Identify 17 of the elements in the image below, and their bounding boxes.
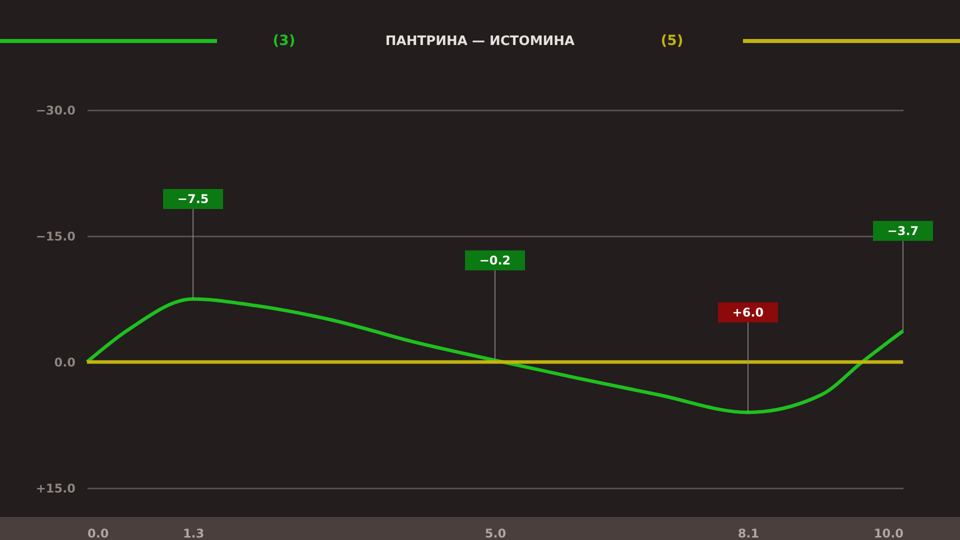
x-tick-label: 1.3 [182,526,204,540]
chart-title: ПАНТРИНА — ИСТОМИНА [385,34,575,49]
y-tick-label: −30.0 [36,104,76,118]
text: (5) [660,33,684,49]
text: (3) [272,33,296,49]
data-label: −3.7 [887,224,919,238]
data-label: −0.2 [479,253,511,268]
x-tick-label: 10.0 [874,526,904,540]
y-tick-label: −15.0 [36,230,76,244]
x-tick-label: 5.0 [484,526,506,540]
x-tick-label: 8.1 [738,526,760,540]
y-tick-label: +15.0 [36,482,76,496]
x-tick-label: 0.0 [88,526,109,540]
data-label: −7.5 [177,192,209,206]
data-label: +6.0 [732,305,764,320]
y-tick-label: 0.0 [54,356,76,370]
line-series [85,297,905,414]
